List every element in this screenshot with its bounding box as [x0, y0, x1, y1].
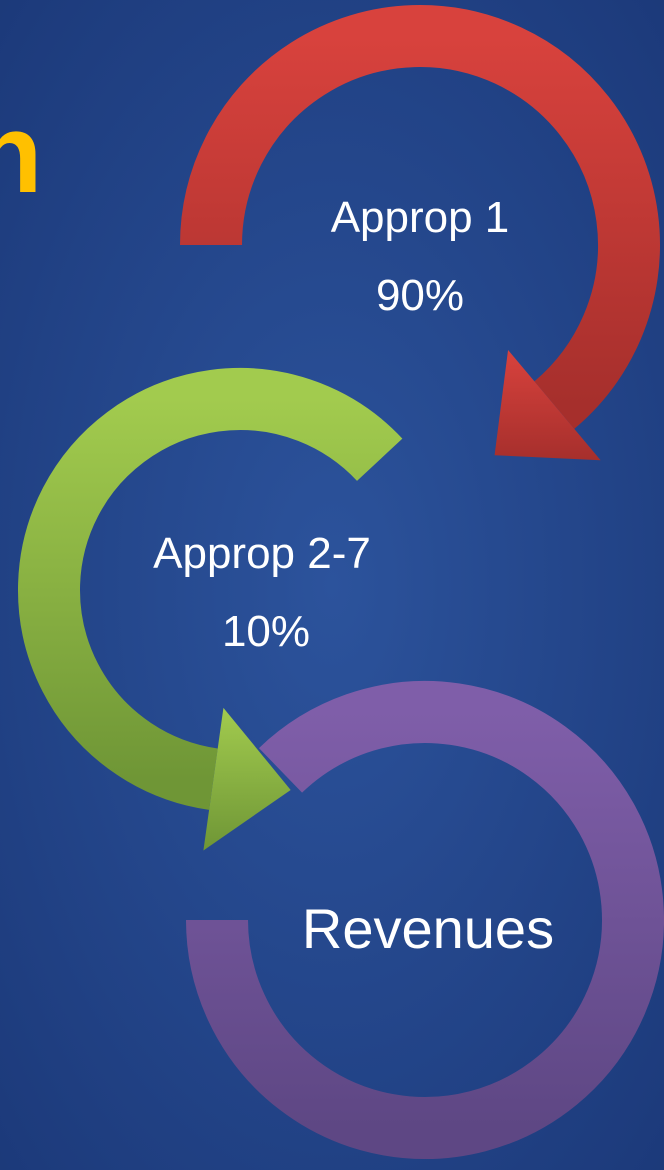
arrowhead	[203, 707, 291, 851]
arc	[18, 368, 403, 810]
node-share: 10%	[222, 607, 310, 656]
node-label: Approp 1	[331, 193, 510, 242]
title: n	[0, 91, 42, 216]
node-label: Approp 2-7	[153, 529, 371, 578]
node-share: 90%	[376, 271, 464, 320]
node-label: Revenues	[302, 897, 554, 960]
arrowhead	[494, 349, 601, 461]
arc	[180, 5, 660, 429]
cycle-arrows	[18, 5, 664, 1159]
arc	[186, 681, 664, 1159]
